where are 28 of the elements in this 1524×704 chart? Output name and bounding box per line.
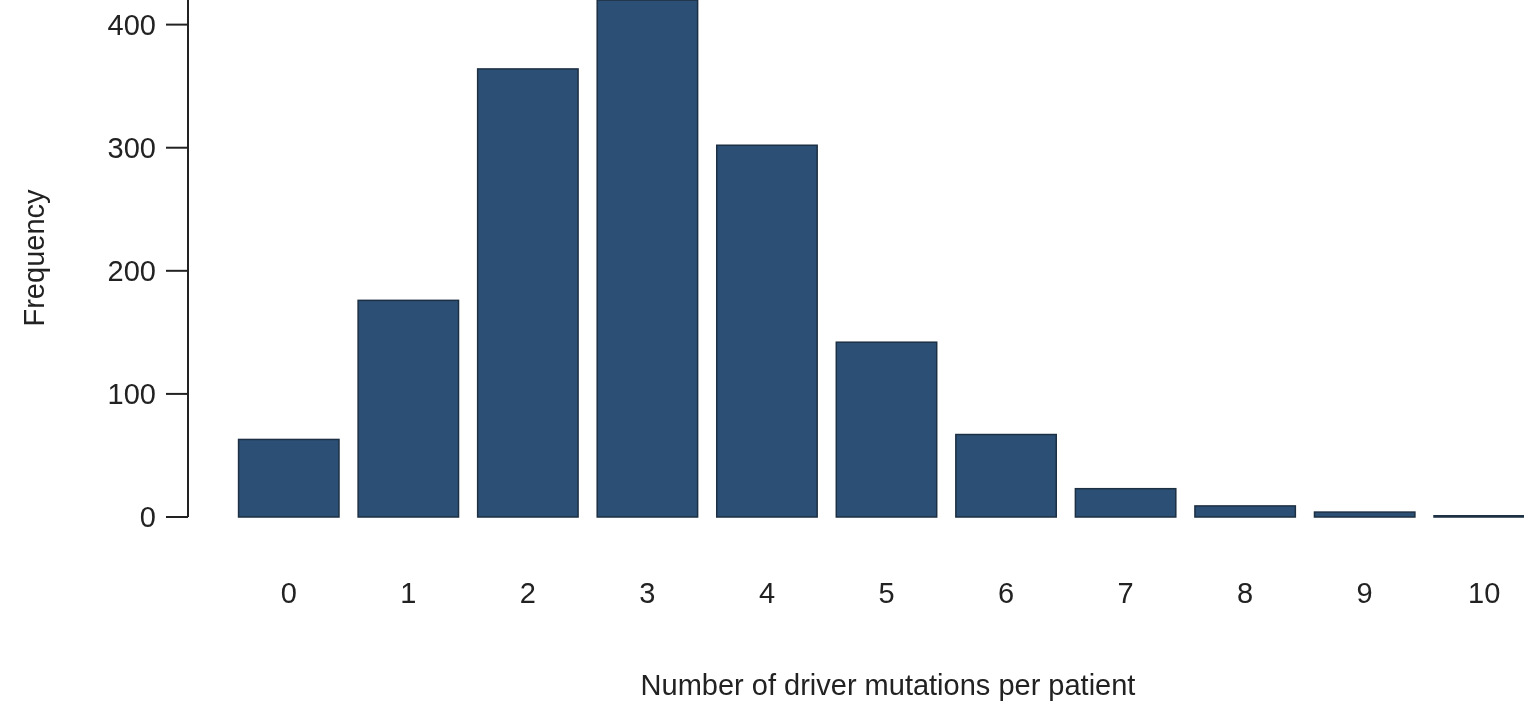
x-tick-label: 5 <box>878 577 895 609</box>
x-tick-label: 7 <box>1117 577 1134 609</box>
bar <box>955 433 1057 518</box>
bar <box>596 0 699 518</box>
bar <box>1074 487 1177 518</box>
bar <box>1313 511 1416 518</box>
x-tick-label: 3 <box>639 577 656 609</box>
x-tick-label: 8 <box>1237 577 1254 609</box>
bar <box>237 438 340 518</box>
y-tick-label: 400 <box>107 8 156 41</box>
x-tick-label: 4 <box>758 577 776 609</box>
x-tick-label: 9 <box>1356 577 1373 609</box>
y-axis-title: Frequency <box>18 188 50 327</box>
bar <box>357 299 460 518</box>
x-tick-label: 6 <box>997 577 1015 609</box>
y-tick-label: 200 <box>107 254 156 287</box>
y-tick-label: 300 <box>107 131 156 164</box>
y-tick-label: 0 <box>139 501 156 534</box>
y-tick-label: 100 <box>107 378 156 411</box>
bar <box>716 144 818 518</box>
x-tick-label: 1 <box>400 577 417 609</box>
x-tick-label: 0 <box>280 577 297 609</box>
x-axis-title: Number of driver mutations per patient <box>640 669 1136 701</box>
x-tick-label: 2 <box>519 577 536 609</box>
bar <box>1194 505 1297 518</box>
bar <box>835 341 938 518</box>
bar <box>476 68 579 518</box>
x-tick-label: 10 <box>1468 577 1501 609</box>
